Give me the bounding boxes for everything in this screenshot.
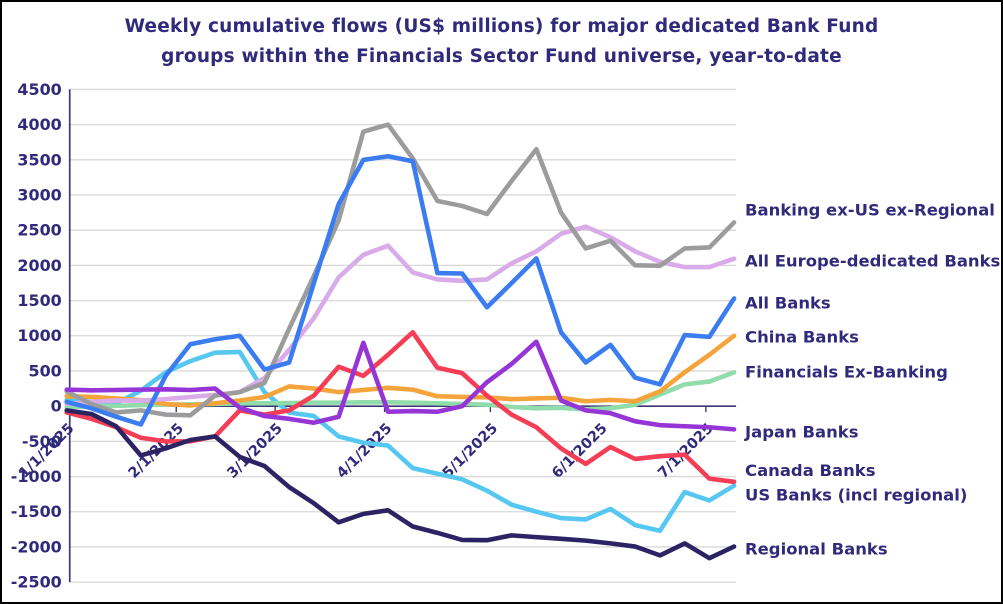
china-banks-label: China Banks [745,328,859,347]
banking-ex-us-ex-regional-line [64,122,737,418]
y-axis-tick-label: 0 [51,397,62,416]
all-banks-line [64,153,737,427]
y-axis-tick-label: 4000 [17,115,61,134]
y-axis-tick-label: 500 [29,361,62,380]
regional-banks-label: Regional Banks [745,540,888,559]
y-axis-tick-label: 1500 [17,291,61,310]
x-axis-tick-label: 4/1/2025 [334,421,395,482]
y-axis-tick-label: 2000 [17,256,61,275]
regional-banks-line [64,408,737,561]
y-axis-tick-label: -2500 [11,573,62,592]
japan-banks-label: Japan Banks [744,422,858,441]
y-axis-tick-label: -2000 [11,537,62,556]
y-axis-tick-label: -1500 [11,502,62,521]
y-axis-tick-label: 3000 [17,185,61,204]
us-banks-incl-regional-label: US Banks (incl regional) [745,486,967,505]
all-europe-dedicated-banks-line [64,224,737,407]
canada-banks-line [64,330,737,485]
chart-title-line1: Weekly cumulative flows (US$ millions) f… [124,16,879,37]
chart-title-line2: groups within the Financials Sector Fund… [161,45,842,67]
x-axis-tick-label: 5/1/2025 [440,421,501,482]
y-axis-tick-label: 4500 [17,80,61,99]
all-banks-label: All Banks [745,293,831,312]
y-axis-tick-label: -500 [22,432,62,451]
y-axis-tick-label: 2500 [17,221,61,240]
financials-ex-banking-label: Financials Ex-Banking [745,362,948,381]
china-banks-line [64,333,737,408]
y-axis-tick-label: -1000 [11,467,62,486]
japan-banks-line [64,339,737,432]
y-axis-tick-label: 1000 [17,326,61,345]
chart-title: Weekly cumulative flows (US$ millions) f… [2,12,1001,71]
us-banks-incl-regional-line [64,349,737,534]
all-europe-dedicated-banks-label: All Europe-dedicated Banks [745,252,1000,271]
x-axis-tick-label: 7/1/2025 [655,421,716,482]
canada-banks-label: Canada Banks [745,461,876,480]
y-axis-tick-label: 3500 [17,150,61,169]
banking-ex-us-ex-regional-label: Banking ex-US ex-Regional [745,201,995,220]
